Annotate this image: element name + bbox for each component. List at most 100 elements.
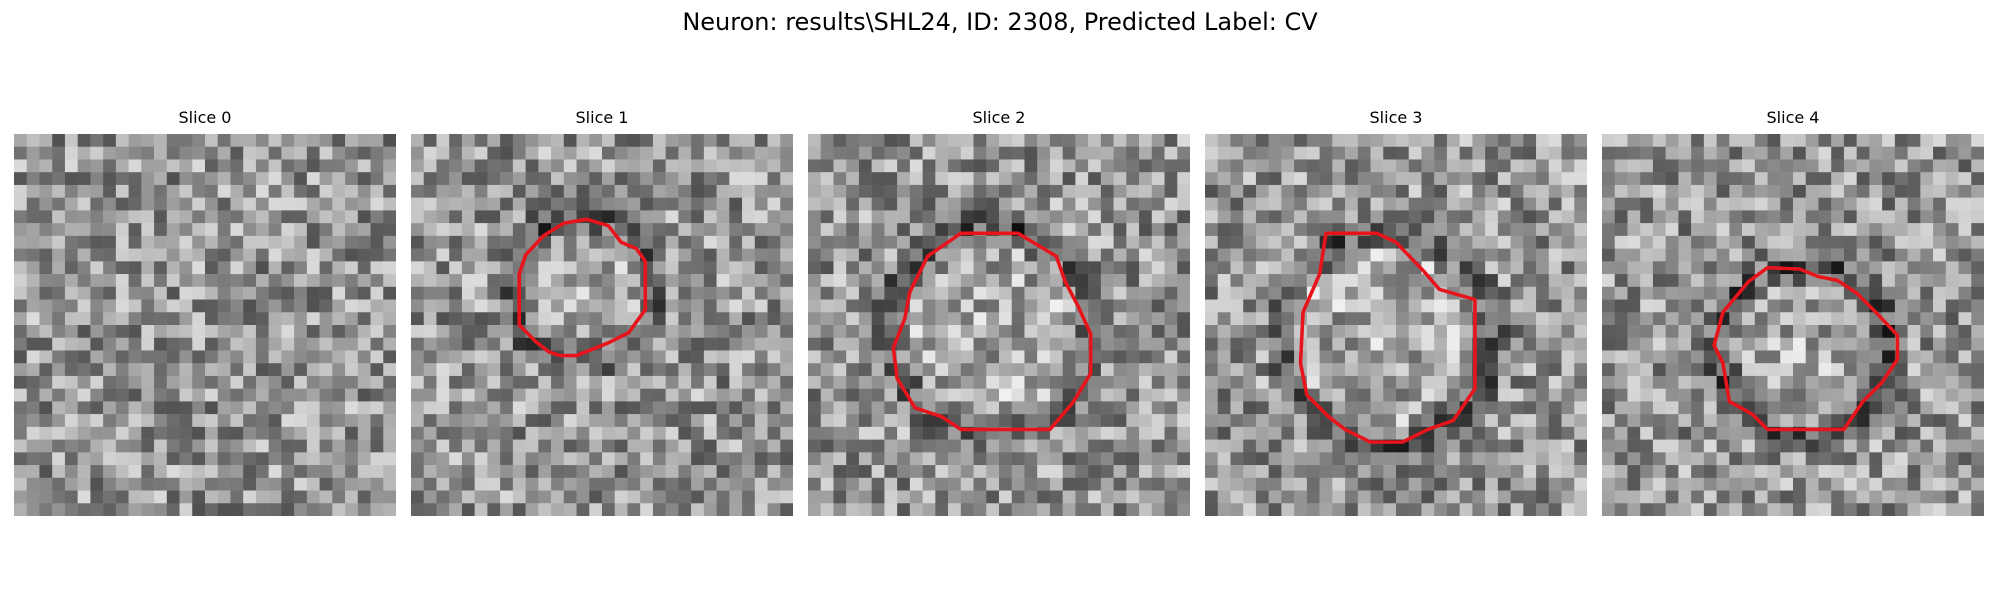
image-pixel — [1869, 490, 1883, 504]
image-pixel — [243, 375, 257, 389]
image-pixel — [1434, 350, 1448, 364]
image-pixel — [1614, 414, 1628, 428]
image-pixel — [128, 477, 142, 491]
image-pixel — [217, 426, 231, 440]
image-pixel — [1818, 350, 1832, 364]
image-pixel — [243, 197, 257, 211]
image-pixel — [909, 146, 923, 160]
image-pixel — [1742, 363, 1756, 377]
image-pixel — [1408, 146, 1422, 160]
image-pixel — [884, 452, 898, 466]
image-pixel — [1894, 184, 1908, 198]
image-pixel — [884, 388, 898, 402]
image-pixel — [909, 426, 923, 440]
image-pixel — [1920, 235, 1934, 249]
image-pixel — [357, 248, 371, 262]
image-pixel — [1882, 401, 1896, 415]
image-pixel — [1255, 388, 1269, 402]
image-pixel — [103, 299, 117, 313]
image-pixel — [1640, 477, 1654, 491]
image-pixel — [217, 248, 231, 262]
image-pixel — [128, 134, 142, 147]
image-pixel — [26, 477, 40, 491]
image-pixel — [1088, 452, 1102, 466]
image-pixel — [871, 159, 885, 173]
image-pixel — [64, 159, 78, 173]
image-pixel — [294, 146, 308, 160]
image-pixel — [986, 146, 1000, 160]
image-pixel — [512, 490, 526, 504]
image-pixel — [1882, 337, 1896, 351]
image-pixel — [115, 452, 129, 466]
image-pixel — [1523, 172, 1537, 186]
image-pixel — [1548, 274, 1562, 288]
image-pixel — [500, 375, 514, 389]
image-pixel — [1332, 210, 1346, 224]
image-pixel — [640, 325, 654, 338]
image-pixel — [1805, 223, 1819, 237]
image-pixel — [716, 261, 730, 275]
image-pixel — [1856, 465, 1870, 479]
image-pixel — [103, 197, 117, 211]
image-pixel — [332, 223, 346, 237]
image-pixel — [652, 503, 666, 516]
image-pixel — [192, 375, 206, 389]
image-pixel — [512, 134, 526, 147]
image-pixel — [999, 235, 1012, 249]
image-pixel — [1945, 274, 1959, 288]
image-pixel — [128, 235, 142, 249]
image-pixel — [436, 388, 450, 402]
image-pixel — [487, 286, 501, 300]
image-pixel — [1958, 363, 1972, 377]
image-pixel — [230, 197, 244, 211]
image-pixel — [1933, 159, 1947, 173]
image-pixel — [306, 274, 320, 288]
image-pixel — [1332, 299, 1346, 313]
image-pixel — [1920, 465, 1934, 479]
image-pixel — [1113, 337, 1127, 351]
image-pixel — [319, 375, 333, 389]
image-pixel — [884, 375, 898, 389]
image-pixel — [1370, 465, 1384, 479]
image-pixel — [103, 477, 117, 491]
image-pixel — [1716, 184, 1730, 198]
image-pixel — [294, 375, 308, 389]
image-pixel — [1652, 439, 1666, 453]
image-pixel — [960, 248, 974, 262]
image-pixel — [1767, 465, 1781, 479]
image-pixel — [1421, 388, 1435, 402]
image-pixel — [1805, 235, 1819, 249]
image-pixel — [1217, 248, 1231, 262]
image-pixel — [1268, 452, 1282, 466]
image-pixel — [525, 426, 539, 440]
image-pixel — [678, 503, 692, 516]
image-pixel — [1933, 337, 1947, 351]
image-pixel — [64, 184, 78, 198]
image-pixel — [652, 286, 666, 300]
image-pixel — [255, 325, 269, 338]
image-pixel — [345, 452, 359, 466]
image-pixel — [1205, 503, 1218, 516]
image-pixel — [780, 184, 793, 198]
image-pixel — [77, 490, 91, 504]
image-pixel — [729, 134, 743, 147]
image-pixel — [217, 261, 231, 275]
image-pixel — [1665, 325, 1679, 338]
image-pixel — [858, 210, 872, 224]
image-pixel — [767, 312, 781, 326]
image-pixel — [1294, 426, 1308, 440]
image-pixel — [487, 172, 501, 186]
image-pixel — [461, 197, 475, 211]
image-pixel — [115, 223, 129, 237]
image-pixel — [1217, 337, 1231, 351]
image-pixel — [192, 465, 206, 479]
image-pixel — [922, 223, 936, 237]
image-pixel — [742, 325, 756, 338]
image-pixel — [1139, 388, 1153, 402]
image-pixel — [897, 350, 911, 364]
image-pixel — [1602, 248, 1615, 262]
image-pixel — [1485, 414, 1499, 428]
image-pixel — [141, 312, 155, 326]
image-pixel — [474, 388, 488, 402]
image-pixel — [1703, 363, 1717, 377]
